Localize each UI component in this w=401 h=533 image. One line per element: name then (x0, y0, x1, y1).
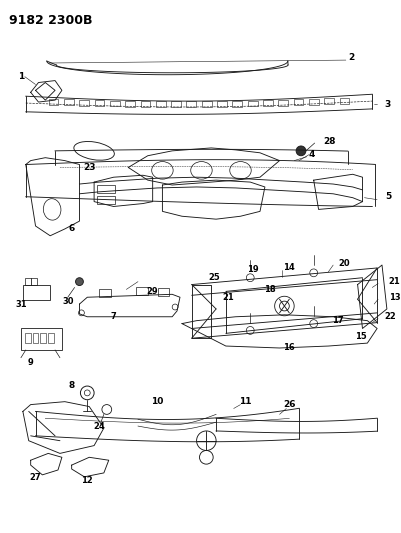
Text: 27: 27 (30, 473, 41, 482)
Text: 6: 6 (68, 224, 75, 233)
Bar (32, 333, 38, 343)
Text: 25: 25 (208, 273, 219, 282)
Bar (277, 100, 288, 106)
Bar (308, 99, 318, 105)
Bar (23, 285, 50, 300)
Bar (64, 100, 73, 106)
Bar (140, 101, 150, 107)
Text: 10: 10 (151, 397, 163, 406)
Text: 14: 14 (283, 263, 294, 272)
Bar (97, 185, 114, 193)
Bar (97, 196, 114, 204)
Text: 16: 16 (283, 343, 294, 352)
Circle shape (75, 278, 83, 286)
Text: 28: 28 (323, 136, 335, 146)
Text: 3: 3 (383, 100, 389, 109)
Text: 15: 15 (354, 332, 365, 341)
Bar (293, 100, 303, 106)
Bar (186, 101, 196, 107)
Text: 21: 21 (388, 277, 399, 286)
Text: 31: 31 (15, 300, 26, 309)
Text: 5: 5 (384, 192, 390, 201)
Text: 2: 2 (347, 53, 353, 62)
Circle shape (296, 146, 305, 156)
Text: 26: 26 (282, 400, 295, 409)
Bar (171, 101, 180, 107)
Bar (79, 100, 89, 106)
Text: 20: 20 (337, 259, 349, 268)
Text: 9: 9 (28, 358, 33, 367)
Bar (324, 99, 333, 104)
Text: 8: 8 (68, 381, 75, 390)
Text: 24: 24 (93, 422, 105, 431)
Text: 7: 7 (110, 312, 116, 321)
Text: 19: 19 (247, 265, 258, 274)
Text: 21: 21 (221, 293, 233, 302)
Bar (109, 101, 119, 107)
Bar (232, 101, 241, 107)
Text: 23: 23 (83, 163, 95, 172)
Bar (262, 100, 272, 106)
Bar (49, 99, 58, 105)
Text: 22: 22 (383, 312, 395, 321)
Text: 29: 29 (146, 287, 158, 296)
Bar (136, 287, 148, 295)
Bar (21, 328, 62, 350)
Bar (41, 333, 46, 343)
Text: 1: 1 (18, 72, 24, 81)
Text: 11: 11 (239, 397, 251, 406)
Bar (48, 333, 54, 343)
Text: 12: 12 (81, 476, 93, 485)
Bar (99, 289, 110, 297)
Text: 13: 13 (388, 293, 399, 302)
Bar (156, 101, 165, 107)
Text: 18: 18 (263, 285, 275, 294)
Bar (339, 98, 348, 103)
Bar (157, 288, 169, 296)
Bar (201, 101, 211, 107)
Bar (25, 278, 36, 285)
Text: 30: 30 (62, 297, 73, 305)
Text: 9182 2300B: 9182 2300B (9, 14, 93, 27)
Text: 17: 17 (332, 316, 343, 325)
Bar (94, 100, 104, 106)
Bar (25, 333, 30, 343)
Text: 4: 4 (308, 150, 314, 159)
Bar (217, 101, 226, 107)
Bar (125, 101, 135, 107)
Bar (247, 101, 257, 107)
